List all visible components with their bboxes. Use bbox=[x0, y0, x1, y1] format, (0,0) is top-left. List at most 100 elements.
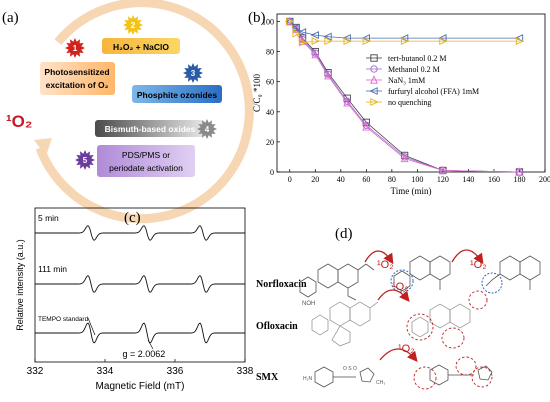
center-singlet-oxygen: ¹O₂ bbox=[6, 112, 32, 131]
svg-text:H₂N: H₂N bbox=[303, 376, 313, 382]
epr-spectrum-label-1: 111 min bbox=[38, 264, 67, 274]
cycle-ring bbox=[35, 0, 254, 224]
pathway-item-3: 3 Phosphite ozonides bbox=[132, 63, 222, 103]
epr-spectrum-1 bbox=[35, 275, 245, 293]
panel-b-y-tick-label: 80 bbox=[266, 48, 274, 57]
pathway-item-4: Bismuth-based oxides 4 bbox=[95, 119, 217, 139]
legend-entry-0: tert-butanol 0.2 M bbox=[388, 54, 446, 63]
panel-c: (c) 332 334 336 338 Magnetic Field (mT) Relat… bbox=[15, 207, 254, 392]
panel-b-y-tick-label: 60 bbox=[266, 78, 274, 87]
compound-name-ofloxacin: Ofloxacin bbox=[256, 321, 298, 332]
epr-spectrum-label-2: TEMPO standard bbox=[38, 316, 89, 323]
pathway-box-1 bbox=[40, 62, 115, 95]
norfloxacin-product-2 bbox=[485, 255, 541, 290]
highlight-circle-red-5 bbox=[455, 356, 477, 376]
panel-b-x-tick-label: 120 bbox=[437, 175, 449, 184]
panel-b-x-tick-label: 80 bbox=[388, 175, 396, 184]
norfloxacin-nh-label: NOH bbox=[302, 301, 315, 307]
compound-name-smx: SMX bbox=[256, 372, 279, 383]
pathway-box-2 bbox=[102, 38, 180, 54]
svg-text:¹O₂: ¹O₂ bbox=[470, 259, 487, 271]
panel-b-y-tick-label: 100 bbox=[262, 18, 274, 27]
svg-text:Phosphite ozonides: Phosphite ozonides bbox=[137, 90, 218, 100]
series-4-point bbox=[286, 17, 295, 26]
series-4-point bbox=[324, 37, 333, 45]
panel-b-x-tick-label: 40 bbox=[337, 175, 345, 184]
epr-spectrum-label-0: 5 min bbox=[38, 213, 59, 223]
highlight-circle-red-1 bbox=[406, 313, 434, 341]
panel-b-x-tick-label: 200 bbox=[539, 175, 550, 184]
svg-text:H₂O₂ + NaClO: H₂O₂ + NaClO bbox=[113, 42, 169, 52]
pathway-item-1: 1 Photosensitized excitation of O₂ bbox=[40, 38, 115, 95]
panel-b-label: (b) bbox=[248, 10, 266, 26]
highlight-circle-blue-2 bbox=[481, 272, 503, 294]
panel-c-axes-frame bbox=[34, 207, 246, 363]
highlight-circle-red-2 bbox=[441, 327, 465, 349]
svg-text:¹O₂: ¹O₂ bbox=[377, 259, 394, 271]
panel-b-x-tick-label: 0 bbox=[288, 175, 292, 184]
reaction-arrow-2 bbox=[451, 249, 484, 265]
panel-d: (d) Norfloxacin NOH ¹O₂ ¹O₂ bbox=[256, 226, 541, 390]
legend-marker-3 bbox=[369, 87, 378, 95]
svg-text:4: 4 bbox=[205, 125, 210, 134]
series-4-point bbox=[439, 37, 448, 45]
reaction-arrow-1 bbox=[364, 250, 394, 265]
series-line-0 bbox=[289, 21, 520, 173]
svg-text:periodate activation: periodate activation bbox=[109, 163, 183, 173]
panel-b-y-tick-label: 20 bbox=[266, 138, 274, 147]
g-value-annotation: g = 2.0062 bbox=[123, 349, 166, 359]
series-line-2 bbox=[289, 21, 520, 173]
svg-text:¹O₂: ¹O₂ bbox=[392, 281, 409, 293]
svg-text:5: 5 bbox=[83, 156, 88, 165]
panel-b-y-axis-label: C/C₀ *100 bbox=[252, 74, 262, 112]
tempo-arrow bbox=[87, 317, 96, 336]
legend-entry-3: furfuryl alcohol (FFA) 1mM bbox=[388, 87, 479, 96]
panel-c-x-tick-label: 332 bbox=[27, 366, 44, 377]
series-4-point bbox=[515, 37, 525, 45]
smx-structure bbox=[314, 366, 375, 388]
panel-b-x-tick-label: 180 bbox=[513, 175, 525, 184]
highlight-circle-red-3 bbox=[468, 290, 488, 310]
series-4-point bbox=[362, 37, 372, 45]
panel-b-x-tick-label: 60 bbox=[362, 175, 370, 184]
legend-marker-1 bbox=[370, 65, 378, 73]
legend-marker-2 bbox=[370, 75, 378, 84]
panel-b-plot: 0 20 40 60 80 100 120 140 160 180 200 0 20 40 60 80 100 T… bbox=[252, 13, 550, 196]
panel-c-plot: 332 334 336 338 Magnetic Field (mT) Relative … bbox=[15, 207, 254, 392]
svg-text:Photosensitized: Photosensitized bbox=[44, 67, 109, 77]
panel-b-x-tick-label: 140 bbox=[462, 175, 474, 184]
series-4-point bbox=[400, 37, 410, 45]
legend-entry-4: no quenching bbox=[388, 98, 431, 107]
svg-text:PDS/PMS or: PDS/PMS or bbox=[122, 150, 170, 160]
series-4-point bbox=[311, 37, 321, 45]
series-2-point bbox=[515, 167, 524, 176]
panel-b-x-tick-label: 20 bbox=[311, 175, 319, 184]
panel-b-axes-frame bbox=[276, 13, 546, 173]
highlight-circle-red-6 bbox=[471, 366, 493, 388]
series-3-point bbox=[310, 31, 319, 39]
panel-c-x-tick-label: 338 bbox=[237, 366, 254, 377]
panel-b-y-tick-label: 40 bbox=[266, 108, 274, 117]
panel-c-x-tick-label: 334 bbox=[97, 366, 114, 377]
burst-icon-4 bbox=[197, 119, 217, 139]
pathway-box-3 bbox=[132, 85, 222, 103]
svg-text:excitation of O₂: excitation of O₂ bbox=[46, 80, 109, 90]
series-2-point bbox=[285, 16, 294, 26]
smx-product bbox=[429, 364, 493, 386]
pathway-item-2: 2 H₂O₂ + NaClO bbox=[102, 15, 180, 54]
series-4-point bbox=[343, 37, 352, 45]
series-3-point bbox=[323, 32, 332, 41]
highlight-circle-red-4 bbox=[413, 366, 437, 390]
panel-b-x-tick-label: 100 bbox=[411, 175, 423, 184]
series-3-point bbox=[291, 23, 300, 32]
series-line-1 bbox=[289, 21, 520, 173]
panel-c-x-axis-label: Magnetic Field (mT) bbox=[96, 381, 185, 392]
svg-text:1: 1 bbox=[73, 44, 78, 53]
norfloxacin-structure bbox=[299, 263, 375, 301]
series-3-point bbox=[297, 28, 307, 36]
panel-d-label: (d) bbox=[335, 226, 353, 242]
burst-icon-2 bbox=[123, 15, 143, 35]
series-line-4 bbox=[289, 21, 520, 44]
burst-icon-1 bbox=[65, 38, 85, 58]
